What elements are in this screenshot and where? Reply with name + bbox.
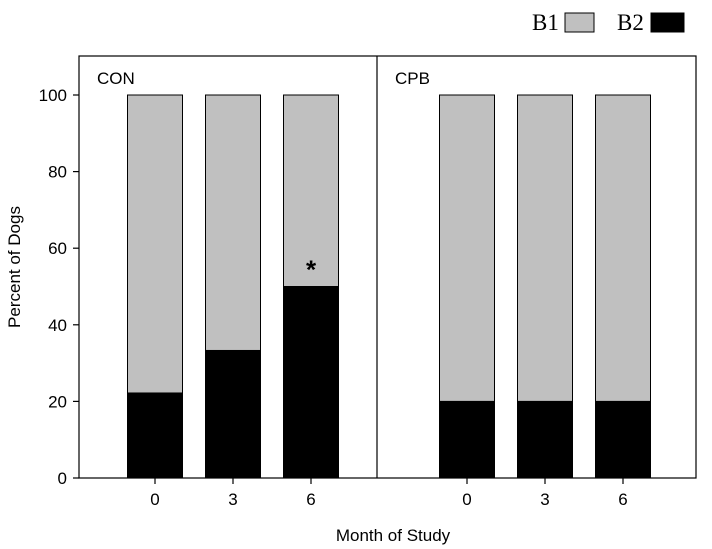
x-tick-label: 3: [228, 490, 237, 509]
y-axis-title: Percent of Dogs: [5, 206, 24, 328]
y-tick-label: 80: [48, 163, 67, 182]
bar-segment-b2: [595, 400, 651, 479]
panel-label-con: CON: [97, 69, 135, 88]
y-tick-label: 20: [48, 392, 67, 411]
bar-segment-b1: [517, 94, 573, 402]
bar-segment-b1: [205, 94, 261, 351]
legend-swatch-b2: [650, 12, 685, 33]
bar-segment-b1: [595, 94, 651, 402]
x-axis-title: Month of Study: [336, 526, 451, 545]
x-tick-label: 6: [618, 490, 627, 509]
legend-label-b2: B2: [617, 10, 644, 35]
bar-segment-b1: [439, 94, 495, 402]
x-tick-label: 6: [306, 490, 315, 509]
bar-segment-b1: [127, 94, 183, 394]
annotations: *: [306, 255, 317, 285]
x-axis: 0 3 6 0 3 6: [150, 478, 628, 509]
legend-label-b1: B1: [532, 10, 559, 35]
bar-segment-b2: [205, 349, 261, 479]
bars: [127, 94, 651, 479]
bar-segment-b2: [517, 400, 573, 479]
y-tick-label: 100: [39, 86, 67, 105]
bar-segment-b2: [127, 392, 183, 479]
y-tick-label: 60: [48, 239, 67, 258]
x-tick-label: 0: [150, 490, 159, 509]
y-tick-label: 0: [58, 469, 67, 488]
x-tick-label: 3: [540, 490, 549, 509]
legend-swatch-b1: [564, 12, 595, 33]
plot-frame: [78, 55, 697, 479]
y-tick-label: 40: [48, 316, 67, 335]
bar-segment-b1: [283, 94, 339, 287]
bar-segment-b2: [283, 286, 339, 479]
bar-segment-b2: [439, 400, 495, 479]
panel-label-cpb: CPB: [395, 69, 430, 88]
significance-marker: *: [306, 255, 317, 285]
x-tick-label: 0: [462, 490, 471, 509]
y-axis: 0 20 40 60 80 100: [39, 86, 79, 488]
legend: B1 B2: [532, 10, 685, 35]
